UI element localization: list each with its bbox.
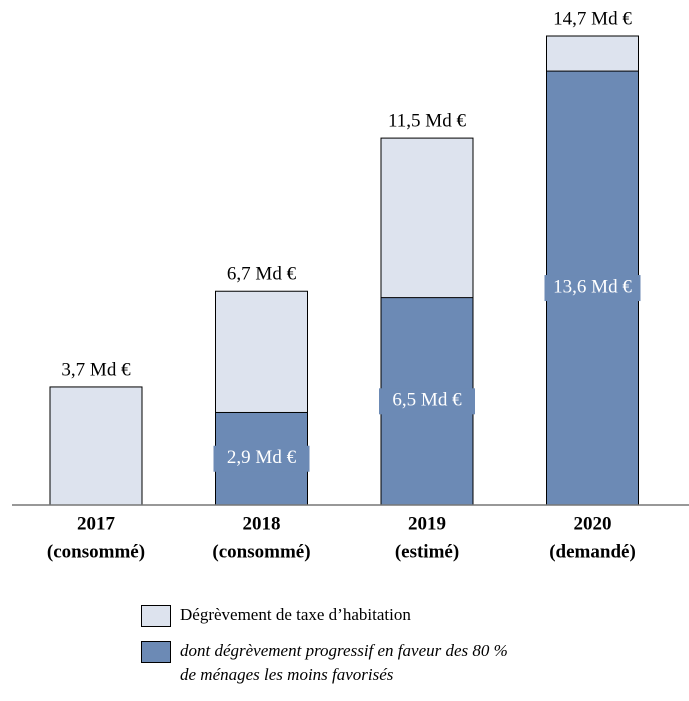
value-label-bg bbox=[379, 388, 475, 415]
x-tick-sublabel: (estimé) bbox=[395, 541, 459, 562]
value-label: 14,7 Md € bbox=[553, 8, 632, 29]
value-label: 2,9 Md € bbox=[227, 447, 297, 468]
value-label-bg bbox=[544, 275, 641, 302]
value-label: 6,5 Md € bbox=[392, 390, 462, 411]
x-tick-label: 2020 bbox=[574, 513, 612, 534]
legend-swatch bbox=[141, 605, 171, 627]
value-label: 11,5 Md € bbox=[388, 110, 466, 131]
value-label: 6,7 Md € bbox=[227, 264, 297, 285]
value-label: 13,6 Md € bbox=[553, 276, 632, 297]
x-tick-sublabel: (consommé) bbox=[212, 541, 310, 562]
x-tick-sublabel: (consommé) bbox=[47, 541, 145, 562]
legend-swatch bbox=[141, 641, 171, 663]
chart: 3,7 Md € 6,7 Md € 11,5 Md € 14,7 Md € 2,9 Md… bbox=[12, 8, 689, 562]
legend-label: dont dégrèvement progressif en faveur de… bbox=[180, 641, 508, 684]
legend-label: Dégrèvement de taxe d’habitation bbox=[180, 605, 411, 624]
value-label: 3,7 Md € bbox=[61, 359, 131, 380]
x-tick-label: 2018 bbox=[243, 513, 281, 534]
bar bbox=[49, 386, 143, 506]
x-tick-sublabel: (demandé) bbox=[549, 541, 636, 562]
x-tick-label: 2017 bbox=[77, 513, 116, 534]
value-label-bg bbox=[213, 445, 310, 472]
x-tick-label: 2019 bbox=[408, 513, 446, 534]
